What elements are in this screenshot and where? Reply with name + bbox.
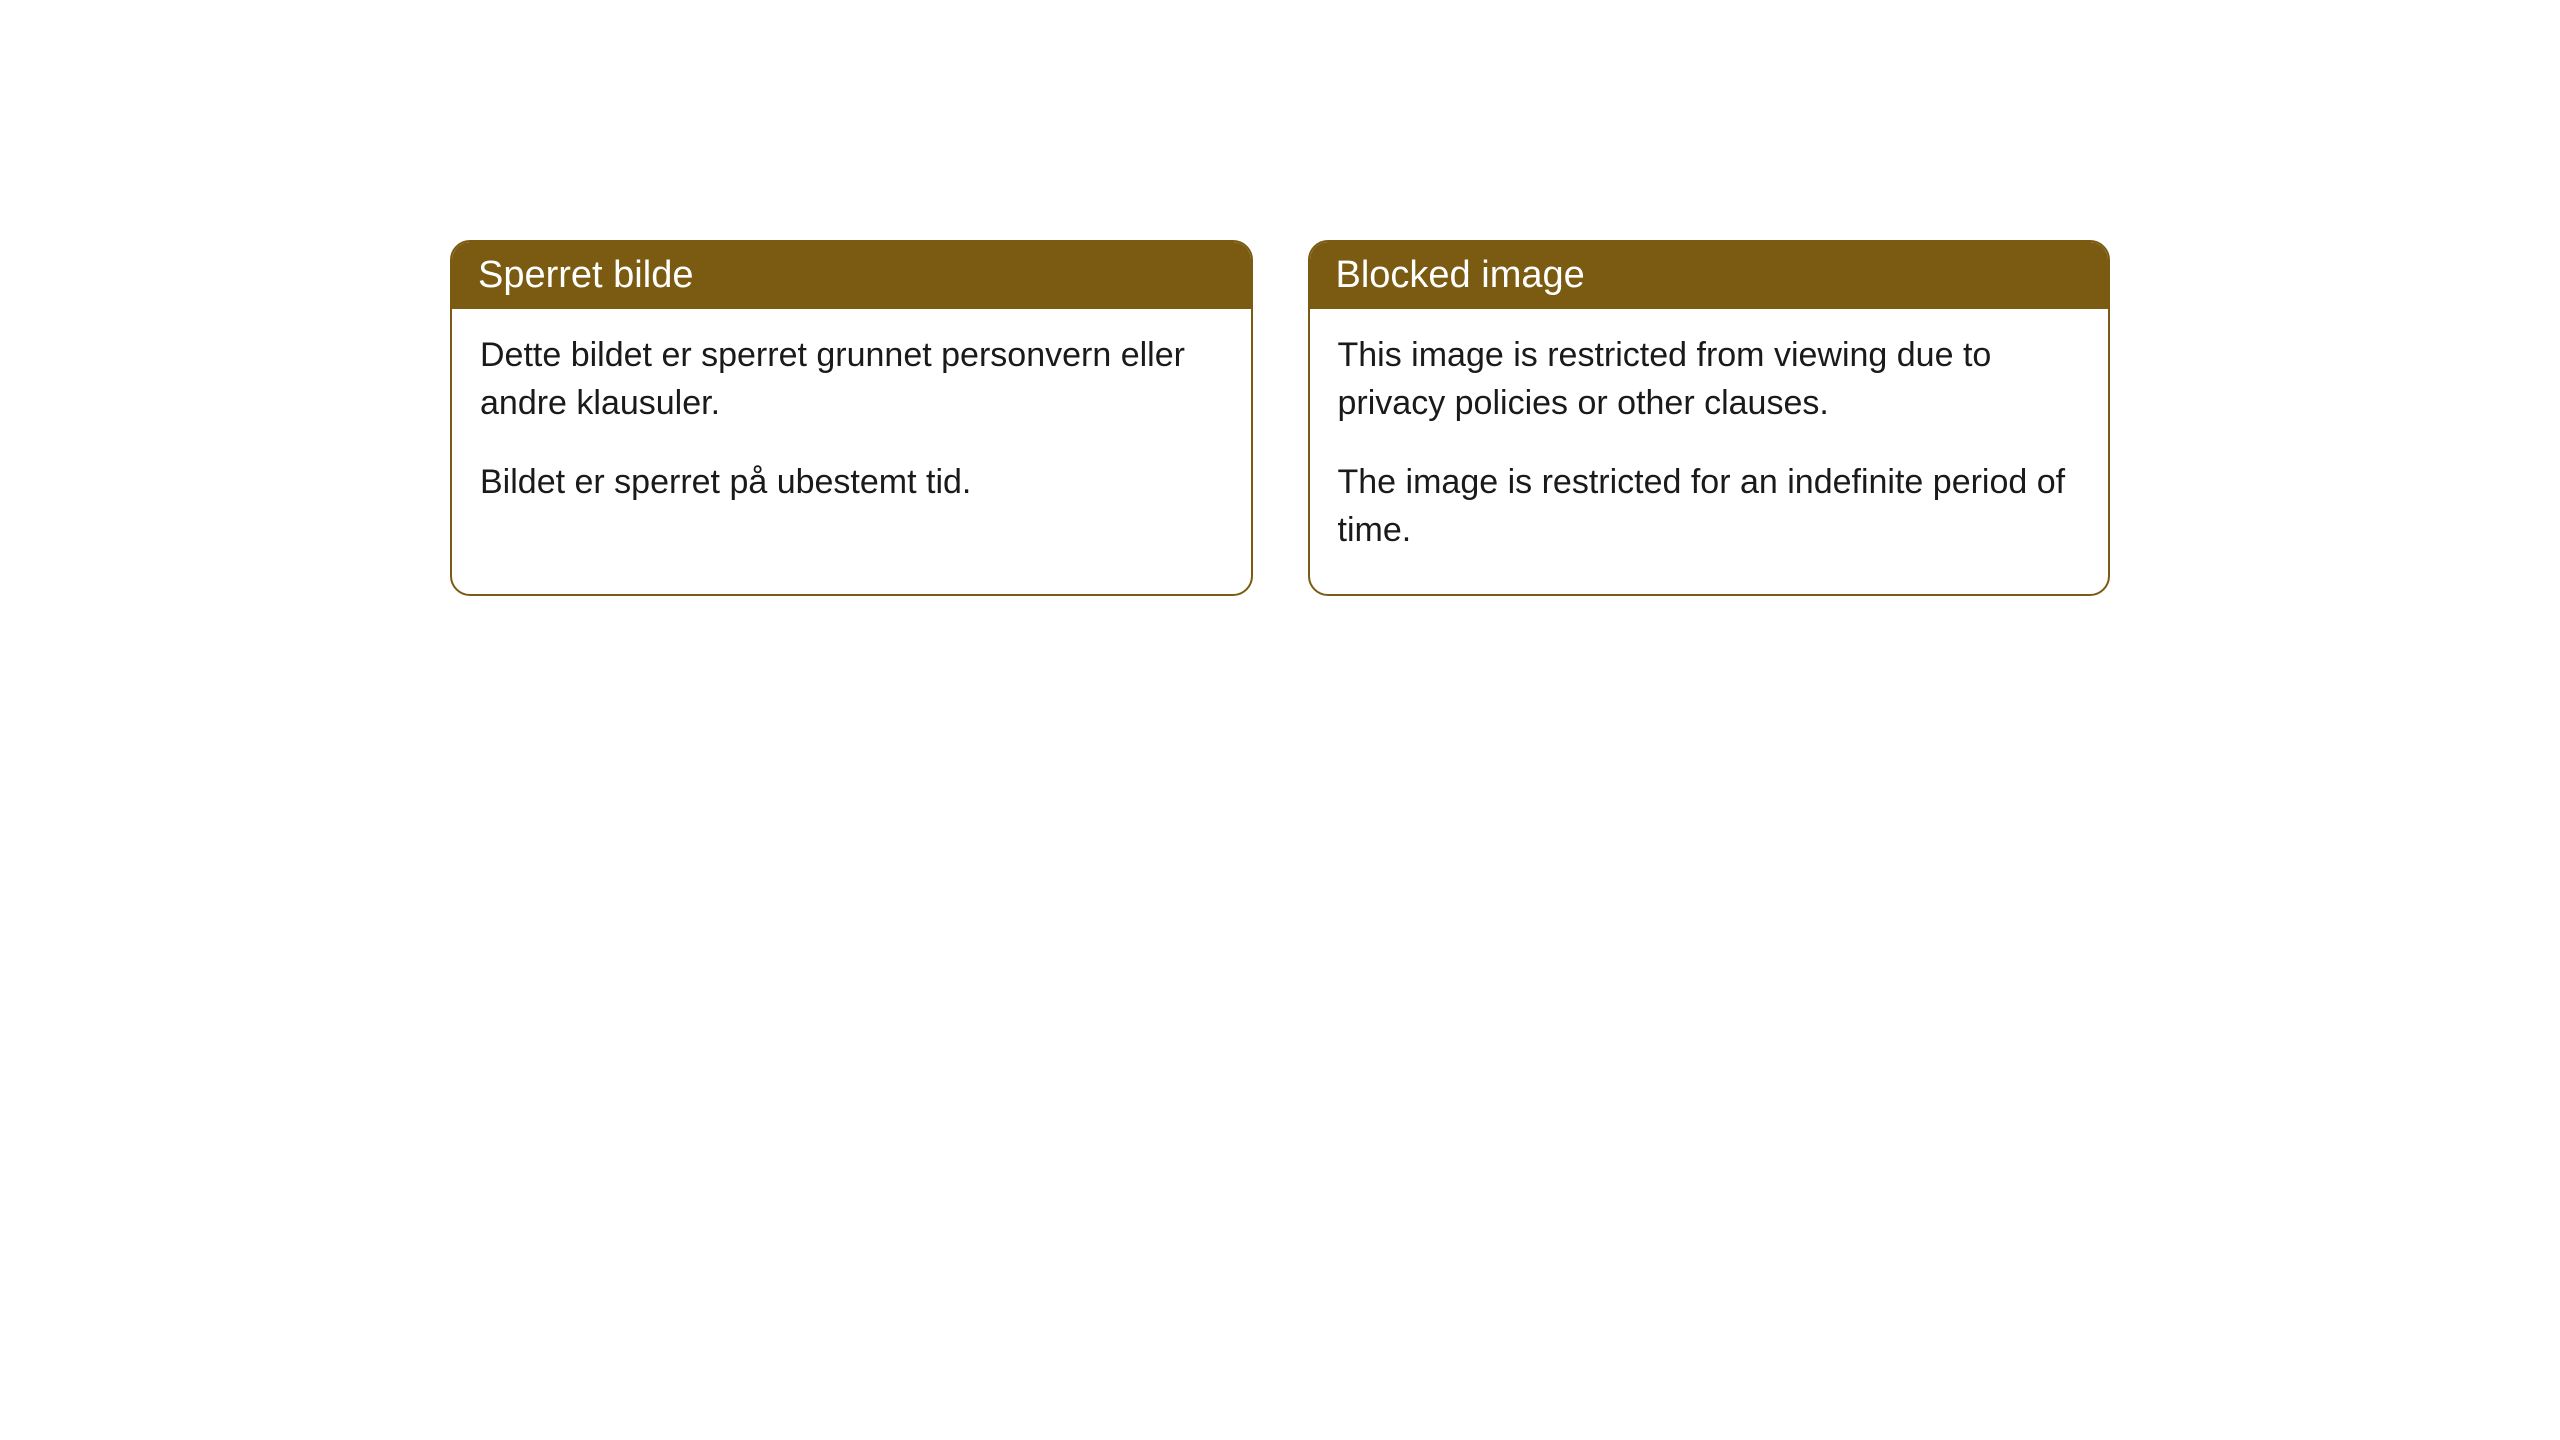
card-paragraph-1: Dette bildet er sperret grunnet personve… [480, 331, 1223, 428]
card-paragraph-2: The image is restricted for an indefinit… [1338, 458, 2081, 555]
card-body-norwegian: Dette bildet er sperret grunnet personve… [452, 309, 1251, 546]
card-body-english: This image is restricted from viewing du… [1310, 309, 2109, 594]
notice-card-norwegian: Sperret bilde Dette bildet er sperret gr… [450, 240, 1253, 596]
card-header-norwegian: Sperret bilde [452, 242, 1251, 309]
card-paragraph-2: Bildet er sperret på ubestemt tid. [480, 458, 1223, 506]
notice-card-english: Blocked image This image is restricted f… [1308, 240, 2111, 596]
card-paragraph-1: This image is restricted from viewing du… [1338, 331, 2081, 428]
notice-cards-container: Sperret bilde Dette bildet er sperret gr… [450, 240, 2110, 596]
card-header-english: Blocked image [1310, 242, 2109, 309]
card-title: Blocked image [1336, 254, 1585, 296]
card-title: Sperret bilde [478, 254, 693, 296]
